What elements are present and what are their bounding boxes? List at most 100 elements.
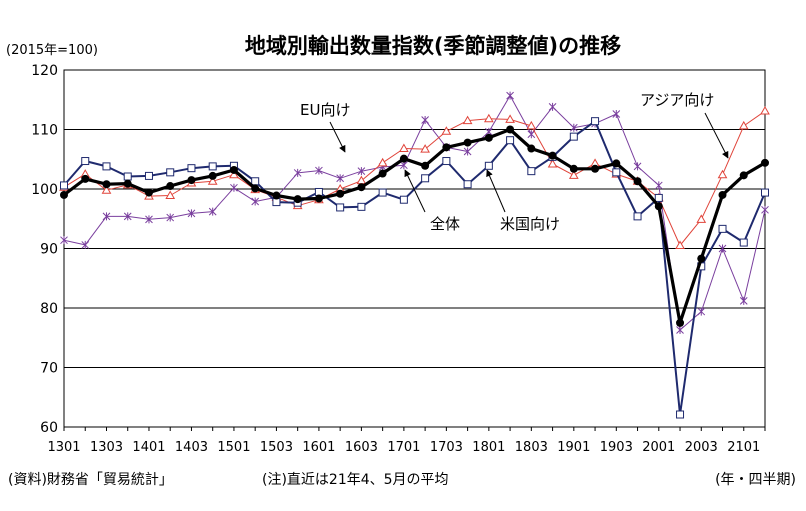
data-point-us bbox=[633, 212, 642, 221]
data-point-total bbox=[229, 165, 238, 174]
data-point-us bbox=[527, 167, 536, 176]
data-point-total bbox=[357, 183, 366, 192]
data-point-asia bbox=[717, 169, 728, 179]
y-tick-label: 60 bbox=[40, 420, 58, 436]
data-point-us bbox=[81, 157, 90, 166]
data-point-asia bbox=[420, 144, 430, 153]
y-tick-label: 100 bbox=[31, 182, 58, 198]
data-point-eu bbox=[208, 207, 217, 216]
annotation-label-asia: アジア向け bbox=[640, 91, 714, 109]
data-point-us bbox=[463, 180, 472, 189]
x-tick-label: 2003 bbox=[685, 440, 718, 455]
y-tick-label: 120 bbox=[31, 63, 58, 79]
data-point-us bbox=[378, 188, 387, 197]
data-point-asia bbox=[483, 113, 494, 123]
x-tick-label: 2001 bbox=[642, 440, 675, 455]
data-point-asia bbox=[526, 120, 537, 130]
data-point-eu bbox=[654, 181, 663, 190]
data-point-total bbox=[378, 169, 387, 178]
data-point-asia bbox=[462, 115, 473, 125]
data-point-asia bbox=[207, 176, 218, 185]
data-point-total bbox=[718, 190, 727, 199]
data-point-total bbox=[527, 144, 536, 153]
data-point-eu bbox=[421, 115, 429, 124]
data-point-total bbox=[697, 254, 706, 263]
data-point-asia bbox=[568, 170, 579, 179]
data-point-asia bbox=[547, 159, 558, 168]
data-point-asia bbox=[441, 126, 452, 135]
data-point-total bbox=[463, 138, 472, 147]
x-tick-label: 1701 bbox=[387, 440, 420, 455]
x-tick-label: 1903 bbox=[600, 440, 633, 455]
data-point-eu bbox=[676, 326, 684, 335]
data-point-total bbox=[506, 125, 515, 134]
data-point-total bbox=[591, 164, 600, 173]
data-point-eu bbox=[633, 162, 642, 171]
x-tick-label: 1603 bbox=[345, 440, 378, 455]
annotation-arrow bbox=[486, 169, 506, 213]
data-point-us bbox=[761, 188, 769, 197]
data-point-total bbox=[548, 151, 557, 160]
x-tick-label: 1901 bbox=[557, 440, 590, 455]
data-point-us bbox=[60, 181, 68, 190]
data-point-eu bbox=[336, 174, 345, 183]
data-point-us bbox=[739, 238, 748, 247]
x-tick-label: 1303 bbox=[90, 440, 123, 455]
annotation-arrow bbox=[404, 169, 426, 213]
data-point-eu bbox=[251, 197, 260, 206]
data-point-eu bbox=[506, 91, 514, 100]
data-point-total bbox=[314, 194, 323, 203]
x-tick-label: 1403 bbox=[175, 440, 208, 455]
data-point-us bbox=[187, 164, 196, 173]
data-point-eu bbox=[187, 209, 196, 218]
data-point-total bbox=[123, 179, 132, 188]
data-point-us bbox=[399, 195, 408, 204]
data-point-total bbox=[569, 164, 578, 173]
data-point-us bbox=[591, 117, 600, 126]
data-point-asia bbox=[399, 143, 409, 153]
x-tick-label: 1401 bbox=[132, 440, 165, 455]
data-point-total bbox=[633, 177, 642, 186]
y-tick-label: 80 bbox=[40, 301, 58, 317]
data-point-us bbox=[569, 132, 578, 141]
x-tick-label: 1801 bbox=[472, 440, 505, 455]
data-point-us bbox=[123, 172, 132, 181]
footnote: (注)直近は21年4、5月の平均 bbox=[262, 472, 449, 488]
data-point-us bbox=[654, 193, 663, 202]
data-point-asia bbox=[229, 169, 239, 179]
data-point-us bbox=[718, 224, 727, 233]
data-point-total bbox=[421, 161, 430, 170]
data-point-us bbox=[251, 177, 260, 186]
data-point-asia bbox=[505, 114, 515, 123]
data-point-total bbox=[102, 180, 111, 189]
data-point-eu bbox=[527, 130, 536, 139]
x-tick-label: 1503 bbox=[260, 440, 293, 455]
data-point-eu bbox=[612, 110, 621, 119]
data-point-total bbox=[81, 174, 90, 183]
data-point-us bbox=[484, 161, 493, 170]
x-tick-label: 1301 bbox=[47, 440, 80, 455]
annotation-label-us: 米国向け bbox=[500, 215, 560, 233]
data-point-total bbox=[739, 171, 748, 180]
data-point-us bbox=[421, 174, 430, 183]
data-point-us bbox=[314, 187, 323, 196]
annotation-label-total: 全体 bbox=[430, 215, 460, 233]
data-point-eu bbox=[123, 212, 132, 221]
data-point-us bbox=[442, 157, 451, 166]
data-point-eu bbox=[463, 147, 472, 156]
series-line-total bbox=[63, 127, 766, 325]
data-point-total bbox=[208, 171, 217, 180]
annotation-label-eu: EU向け bbox=[300, 101, 350, 119]
data-point-eu bbox=[60, 236, 68, 245]
data-point-eu bbox=[697, 307, 706, 316]
data-point-eu bbox=[548, 102, 557, 111]
data-point-eu bbox=[293, 168, 302, 177]
data-point-total bbox=[272, 191, 281, 200]
data-point-eu bbox=[166, 213, 175, 222]
data-point-us bbox=[208, 162, 217, 171]
data-point-total bbox=[484, 133, 493, 142]
data-point-eu bbox=[81, 240, 90, 249]
data-point-asia bbox=[165, 190, 176, 200]
series-line-asia bbox=[63, 110, 766, 246]
data-point-eu bbox=[145, 215, 153, 224]
